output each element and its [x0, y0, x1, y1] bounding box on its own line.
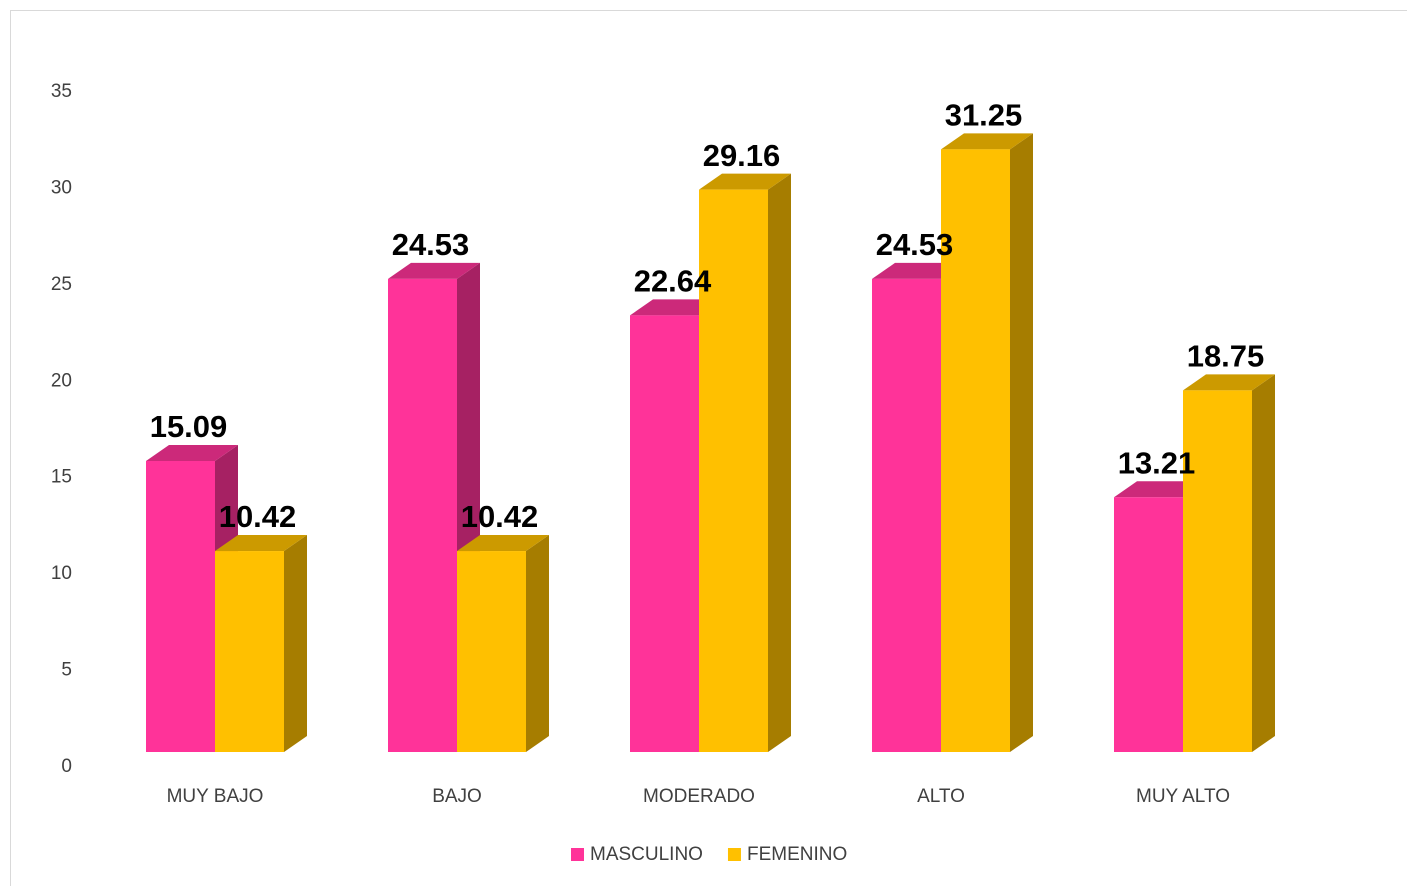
y-tick-label: 5	[61, 660, 72, 681]
y-tick-label: 0	[61, 756, 72, 777]
y-tick-label: 30	[51, 177, 72, 198]
legend-swatch	[727, 848, 741, 861]
x-tick-label: MODERADO	[643, 786, 755, 807]
bar	[699, 189, 768, 753]
value-label: 10.42	[219, 499, 297, 534]
bar-top	[1183, 374, 1275, 391]
bar-side	[1252, 374, 1275, 752]
bar-top	[388, 262, 480, 279]
bar-side	[768, 173, 791, 753]
legend-label: FEMENINO	[747, 844, 847, 865]
bar-top	[146, 444, 238, 461]
y-tick-label: 20	[51, 370, 72, 391]
bar	[872, 278, 941, 752]
legend-swatch	[571, 848, 584, 861]
y-tick-label: 25	[51, 274, 72, 295]
bar	[1114, 497, 1183, 752]
y-tick-label: 10	[51, 563, 72, 584]
bar-top	[215, 535, 307, 552]
value-label: 13.21	[1118, 445, 1196, 480]
value-label: 10.42	[461, 499, 539, 534]
bar	[215, 551, 284, 752]
y-tick-label: 15	[51, 467, 72, 488]
bar	[1183, 390, 1252, 752]
bar-top	[699, 173, 791, 190]
x-tick-label: MUY BAJO	[167, 786, 264, 807]
value-label: 15.09	[150, 409, 228, 444]
x-tick-label: MUY ALTO	[1136, 786, 1230, 807]
value-label: 29.16	[703, 138, 781, 173]
bar-side	[1010, 133, 1033, 753]
bar-top	[457, 535, 549, 552]
bar	[146, 460, 215, 752]
y-tick-label: 35	[51, 81, 72, 102]
bar-side	[526, 535, 549, 752]
bar	[457, 551, 526, 752]
value-label: 31.25	[945, 98, 1023, 133]
value-label: 18.75	[1187, 339, 1265, 374]
bar-top	[941, 133, 1033, 150]
bar	[941, 149, 1010, 753]
x-tick-label: BAJO	[432, 786, 482, 807]
value-label: 24.53	[876, 227, 954, 262]
legend-label: MASCULINO	[590, 844, 703, 865]
x-tick-label: ALTO	[917, 786, 965, 807]
bar	[388, 278, 457, 752]
value-label: 24.53	[392, 227, 470, 262]
value-label: 22.64	[634, 264, 712, 299]
chart-frame	[10, 10, 1407, 886]
bar	[630, 315, 699, 752]
bar-side	[284, 535, 307, 752]
